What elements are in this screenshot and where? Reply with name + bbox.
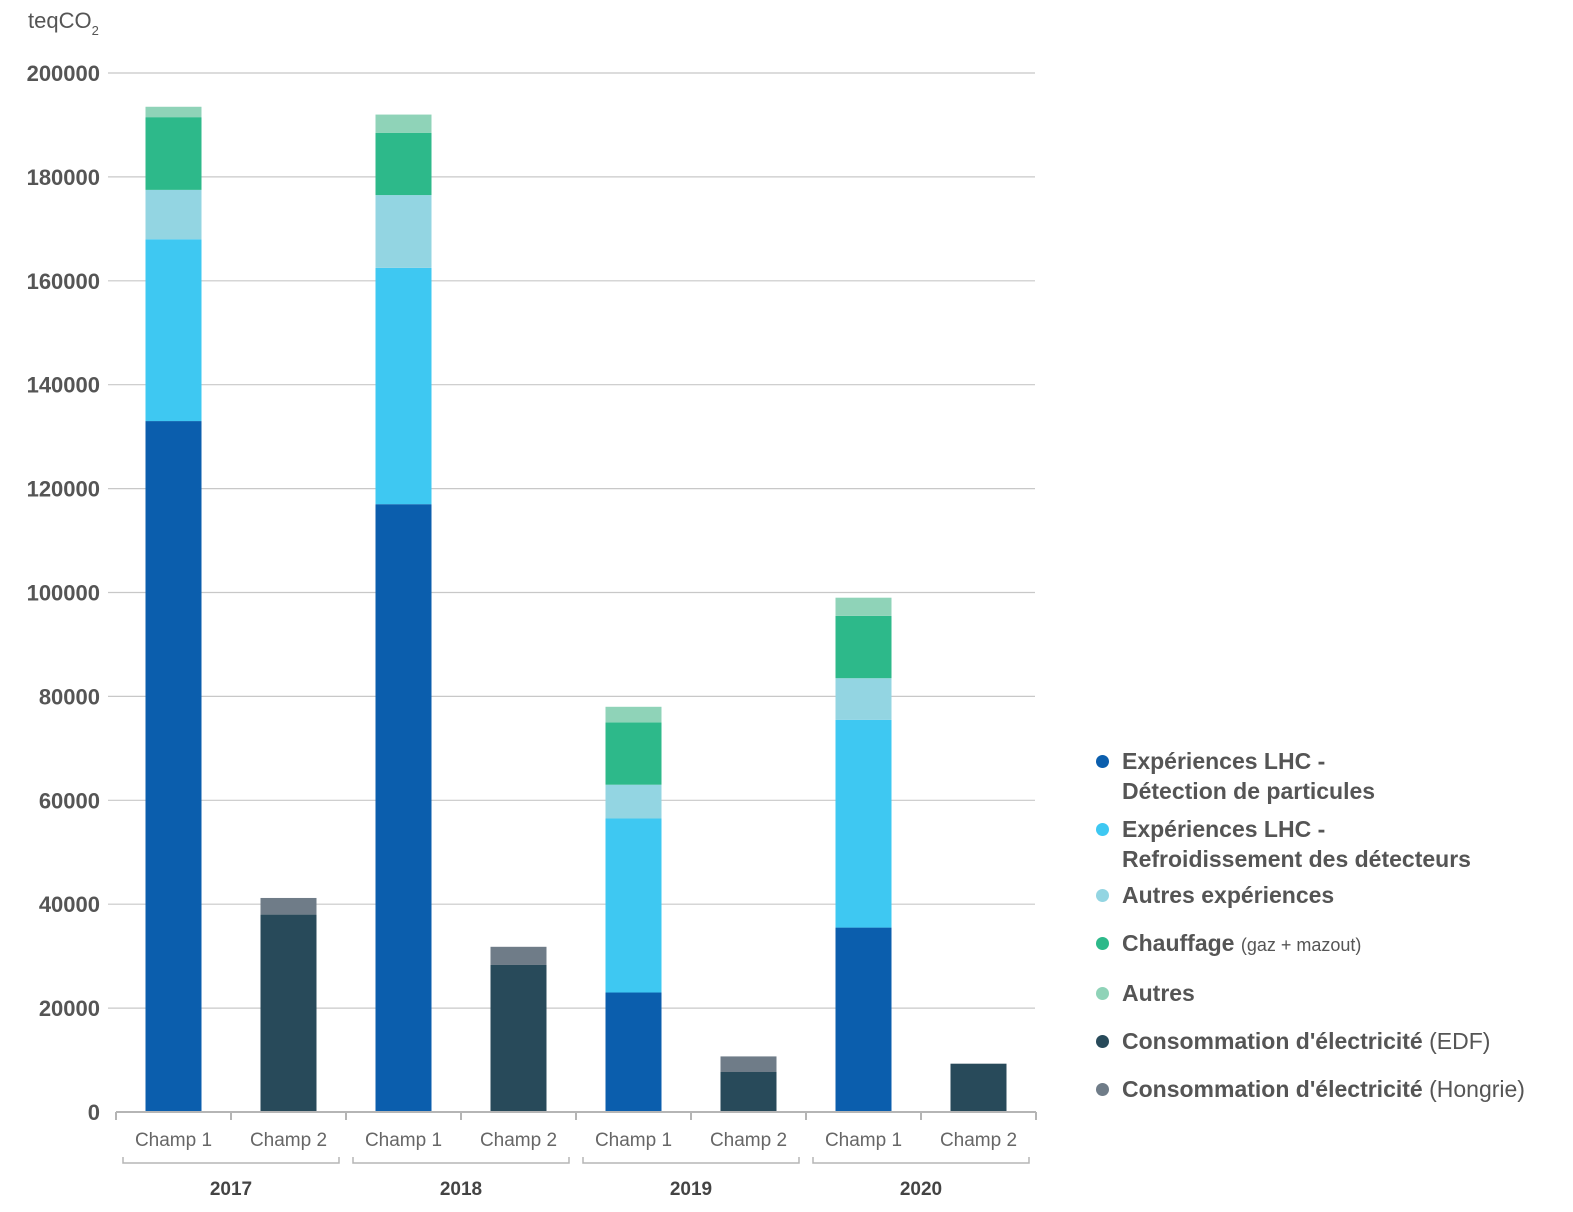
group-bracket (812, 1157, 1030, 1164)
x-category-label: Champ 1 (595, 1130, 672, 1151)
bar-segment (950, 1063, 1007, 1112)
legend: Expériences LHC - Détection de particule… (1092, 746, 1562, 1104)
legend-label: Chauffage (1122, 930, 1235, 956)
bar-segment (605, 818, 662, 993)
bar-segment (720, 1056, 777, 1072)
bar-segment (835, 719, 892, 928)
legend-swatch (1096, 889, 1109, 902)
legend-item: Autres expériences (1092, 880, 1562, 910)
legend-item: Expériences LHC - Refroidissement des dé… (1092, 814, 1562, 874)
y-tick-label: 40000 (39, 892, 100, 917)
bar-segment (145, 189, 202, 240)
bar-segment (145, 117, 202, 190)
legend-item: Consommation d'électricité (Hongrie) (1092, 1074, 1562, 1104)
bar-segment (605, 706, 662, 723)
y-axis-unit-subscript: 2 (92, 23, 99, 38)
x-category-label: Champ 2 (480, 1130, 557, 1151)
legend-item: Consommation d'électricité (EDF) (1092, 1026, 1562, 1056)
legend-item: Chauffage (gaz + mazout) (1092, 928, 1562, 960)
y-axis-tick-labels: 0 20000 40000 60000 80000 100000 120000 140000 1… (27, 61, 100, 1125)
bar-segment (375, 504, 432, 1112)
x-axis-group-labels: 2017 2018 2019 2020 (122, 1157, 1030, 1200)
x-axis (115, 1111, 1037, 1120)
gridlines (108, 72, 1035, 1009)
bar-segment (145, 106, 202, 118)
x-group-label: 2019 (670, 1179, 712, 1200)
x-group-label: 2018 (440, 1179, 482, 1200)
bar-segment (375, 267, 432, 505)
x-axis-category-labels: Champ 1 Champ 2 Champ 1 Champ 2 Champ 1 Champ… (135, 1130, 1017, 1151)
legend-swatch (1096, 937, 1109, 950)
legend-label: Expériences LHC - Refroidissement des dé… (1122, 816, 1471, 872)
bar-segment (145, 239, 202, 422)
bar-segment (375, 114, 432, 133)
y-tick-label: 0 (88, 1100, 100, 1125)
bar-segment (260, 914, 317, 1112)
y-axis-unit-label: teqCO2 (28, 8, 99, 38)
x-category-label: Champ 2 (250, 1130, 327, 1151)
y-tick-label: 20000 (39, 996, 100, 1021)
x-group-label: 2017 (210, 1179, 252, 1200)
bar-segment (490, 946, 547, 965)
y-tick-label: 60000 (39, 788, 100, 813)
bar-segment (260, 897, 317, 915)
legend-swatch (1096, 1035, 1109, 1048)
y-tick-label: 120000 (27, 477, 100, 502)
legend-swatch (1096, 987, 1109, 1000)
y-tick-label: 80000 (39, 684, 100, 709)
legend-label: Consommation d'électricité (1122, 1076, 1423, 1102)
bar-segment (605, 992, 662, 1112)
bar-segment (145, 421, 202, 1112)
bar-segment (490, 964, 547, 1112)
y-tick-label: 100000 (27, 581, 100, 606)
x-group-label: 2020 (900, 1179, 942, 1200)
legend-label: Autres expériences (1122, 882, 1335, 908)
x-category-label: Champ 2 (710, 1130, 787, 1151)
legend-swatch (1096, 823, 1109, 836)
bar-segment (605, 722, 662, 785)
y-tick-label: 160000 (27, 269, 100, 294)
bar-segment (720, 1071, 777, 1112)
x-category-label: Champ 1 (135, 1130, 212, 1151)
x-category-label: Champ 1 (825, 1130, 902, 1151)
legend-label-detail: (gaz + mazout) (1240, 935, 1362, 955)
y-tick-label: 140000 (27, 373, 100, 398)
legend-label: Consommation d'électricité (1122, 1028, 1423, 1054)
legend-label: Expériences LHC - Détection de particule… (1122, 748, 1376, 804)
legend-label-detail: (EDF) (1429, 1028, 1491, 1054)
legend-swatch (1096, 755, 1109, 768)
group-bracket (582, 1157, 800, 1164)
x-category-label: Champ 2 (940, 1130, 1017, 1151)
bars (145, 106, 1007, 1112)
bar-segment (835, 678, 892, 720)
bar-segment (375, 195, 432, 268)
group-bracket (122, 1157, 340, 1164)
legend-label: Autres (1122, 980, 1195, 1006)
legend-item: Autres (1092, 978, 1562, 1008)
y-axis-unit-main: teqCO (28, 8, 92, 33)
bar-segment (375, 132, 432, 196)
x-category-label: Champ 1 (365, 1130, 442, 1151)
bar-segment (835, 597, 892, 616)
y-tick-label: 180000 (27, 165, 100, 190)
group-bracket (352, 1157, 570, 1164)
bar-segment (835, 615, 892, 679)
legend-swatch (1096, 1083, 1109, 1096)
y-tick-label: 200000 (27, 61, 100, 86)
legend-item: Expériences LHC - Détection de particule… (1092, 746, 1562, 806)
bar-segment (605, 784, 662, 819)
bar-segment (835, 927, 892, 1112)
legend-label-detail: (Hongrie) (1429, 1076, 1525, 1102)
